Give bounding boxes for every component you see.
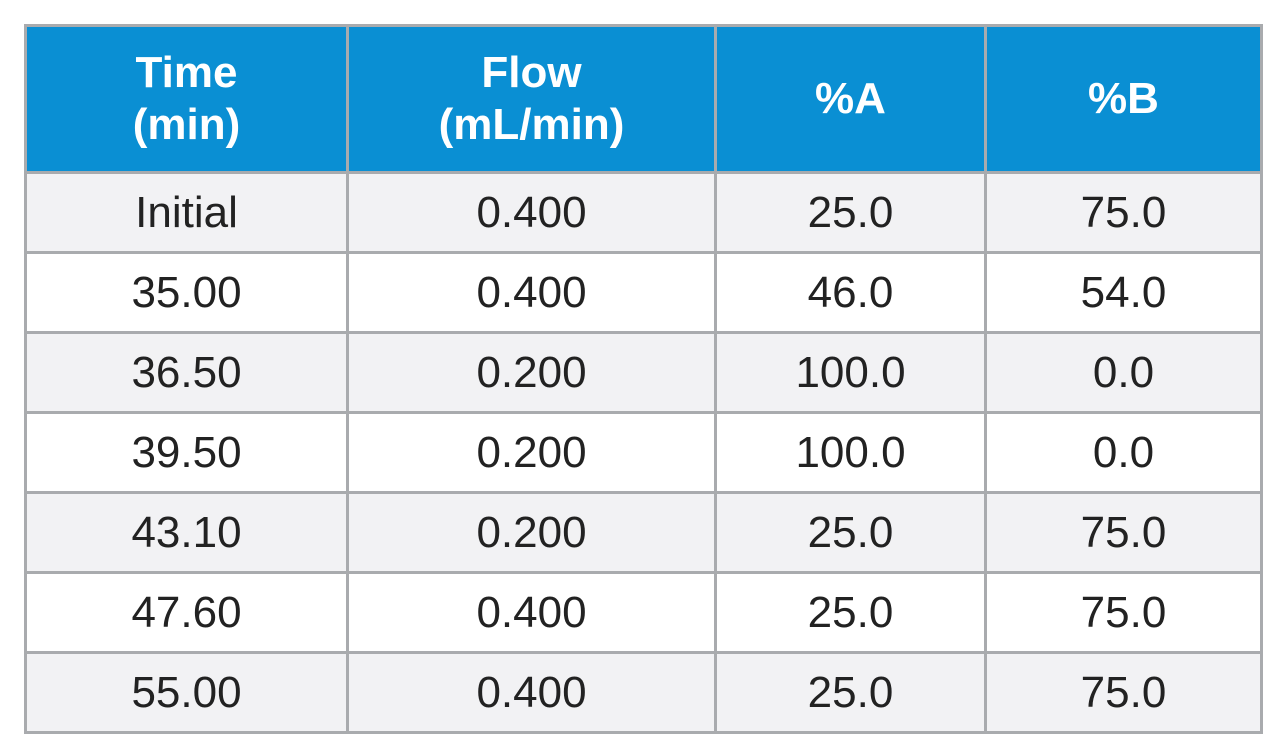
cell-percent-a: 25.0 [714, 491, 987, 574]
header-flow: Flow (mL/min) [346, 24, 717, 174]
cell-percent-a: 100.0 [714, 411, 987, 494]
cell-flow: 0.200 [346, 411, 717, 494]
cell-percent-a: 46.0 [714, 251, 987, 334]
table-row: 47.60 0.400 25.0 75.0 [24, 571, 1263, 654]
table-row: Initial 0.400 25.0 75.0 [24, 171, 1263, 254]
cell-percent-b: 54.0 [984, 251, 1263, 334]
header-flow-unit: (mL/min) [438, 100, 625, 149]
cell-flow: 0.200 [346, 331, 717, 414]
header-percent-b: %B [984, 24, 1263, 174]
table-row: 43.10 0.200 25.0 75.0 [24, 491, 1263, 574]
cell-percent-b: 75.0 [984, 171, 1263, 254]
cell-percent-b: 0.0 [984, 331, 1263, 414]
cell-flow: 0.200 [346, 491, 717, 574]
table-header-row: Time (min) Flow (mL/min) %A %B [24, 24, 1263, 174]
header-percent-a: %A [714, 24, 987, 174]
cell-flow: 0.400 [346, 571, 717, 654]
header-percent-a-label: %A [815, 74, 886, 123]
cell-time: 43.10 [24, 491, 349, 574]
cell-flow: 0.400 [346, 251, 717, 334]
gradient-table-container: Time (min) Flow (mL/min) %A %B Initial 0… [24, 24, 1263, 734]
cell-time: 55.00 [24, 651, 349, 734]
table-row: 35.00 0.400 46.0 54.0 [24, 251, 1263, 334]
cell-percent-a: 25.0 [714, 651, 987, 734]
cell-time: 39.50 [24, 411, 349, 494]
header-flow-label: Flow [481, 48, 582, 97]
cell-time: 36.50 [24, 331, 349, 414]
header-percent-b-label: %B [1088, 74, 1159, 123]
table-row: 55.00 0.400 25.0 75.0 [24, 651, 1263, 734]
cell-percent-b: 75.0 [984, 491, 1263, 574]
header-time: Time (min) [24, 24, 349, 174]
cell-time: 47.60 [24, 571, 349, 654]
cell-time: Initial [24, 171, 349, 254]
cell-flow: 0.400 [346, 171, 717, 254]
cell-percent-b: 0.0 [984, 411, 1263, 494]
cell-percent-b: 75.0 [984, 651, 1263, 734]
header-time-unit: (min) [132, 100, 241, 149]
header-time-label: Time [135, 48, 238, 97]
cell-time: 35.00 [24, 251, 349, 334]
table-row: 36.50 0.200 100.0 0.0 [24, 331, 1263, 414]
gradient-table: Time (min) Flow (mL/min) %A %B Initial 0… [24, 24, 1263, 734]
cell-percent-a: 100.0 [714, 331, 987, 414]
cell-percent-b: 75.0 [984, 571, 1263, 654]
table-row: 39.50 0.200 100.0 0.0 [24, 411, 1263, 494]
cell-percent-a: 25.0 [714, 171, 987, 254]
cell-flow: 0.400 [346, 651, 717, 734]
cell-percent-a: 25.0 [714, 571, 987, 654]
